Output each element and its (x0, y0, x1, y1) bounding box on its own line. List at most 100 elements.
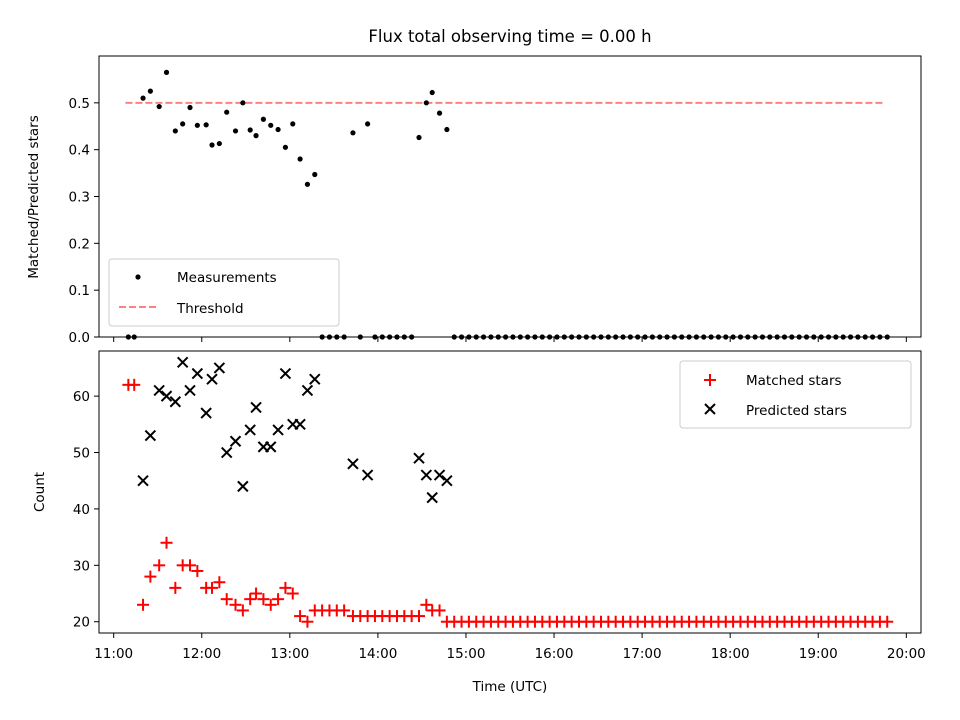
predicted-stroke (309, 373, 321, 385)
predicted-star-marker (279, 367, 292, 380)
legend-threshold-label: Threshold (176, 301, 244, 317)
legend-matched-marker (704, 374, 716, 386)
matched-star-marker (420, 598, 433, 611)
predicted-star-marker (191, 367, 204, 380)
bottom-axes-frame (98, 350, 922, 634)
measurement-point (416, 134, 422, 141)
x-tick-label: 13:00 (270, 646, 309, 662)
predicted-stroke (272, 424, 284, 436)
x-tick-label: 17:00 (623, 646, 662, 662)
x-axis-label: Time (UTC) (472, 679, 548, 695)
predicted-stroke (237, 480, 249, 493)
top-y-tick-label: 0.5 (69, 96, 90, 112)
matched-star-marker (301, 615, 314, 628)
legend-measurements-marker (135, 274, 141, 280)
predicted-stroke (160, 390, 173, 402)
top-axes-frame (98, 55, 922, 338)
top-y-axis-label: Matched/Predicted stars (26, 115, 42, 278)
matched-star-marker (144, 570, 157, 583)
bottom-y-tick-label: 60 (73, 389, 90, 405)
matched-star-marker (169, 581, 182, 594)
predicted-stroke (347, 458, 359, 470)
predicted-star-marker (347, 458, 359, 470)
predicted-star-marker (426, 491, 438, 504)
predicted-stroke (441, 475, 453, 487)
top-y-ticks: 0.0 0.1 0.2 0.3 0.4 0.5 (69, 96, 99, 346)
top-legend: Measurements Threshold (108, 258, 340, 327)
predicted-stroke (176, 356, 189, 368)
predicted-star-marker (361, 469, 374, 481)
predicted-stroke (137, 475, 149, 487)
matched-star-marker (244, 593, 257, 606)
measurement-point (436, 110, 443, 116)
matched-star-marker (184, 559, 197, 572)
measurement-point (172, 128, 178, 134)
measurement-point (232, 128, 239, 134)
matched-star-marker (206, 581, 219, 594)
measurement-point (275, 126, 281, 133)
matched-star-marker (257, 593, 270, 606)
measurement-point (216, 140, 222, 147)
predicted-star-marker (272, 424, 284, 436)
bottom-y-axis-label: Count (32, 472, 48, 512)
measurement-point (444, 126, 450, 133)
predicted-star-marker (250, 401, 262, 414)
predicted-star-marker (237, 480, 249, 493)
bottom-legend: Matched stars Predicted stars (679, 360, 912, 429)
predicted-stroke (184, 384, 196, 397)
predicted-star-marker (441, 475, 453, 487)
measurement-point (365, 121, 371, 127)
predicted-star-marker (160, 390, 173, 402)
predicted-star-marker (301, 384, 314, 397)
predicted-star-marker (420, 469, 433, 481)
matched-star-marker (220, 593, 233, 606)
predicted-star-marker (265, 441, 277, 453)
measurement-point (282, 144, 289, 150)
predicted-star-marker (184, 384, 196, 397)
bottom-x-ticks: 11:00 12:00 13:00 14:00 15:00 16:00 17:00 18:00… (94, 633, 926, 662)
predicted-stroke (169, 396, 182, 408)
predicted-stroke (265, 441, 277, 453)
predicted-stroke (250, 401, 262, 414)
predicted-stroke (244, 424, 256, 436)
measurement-point (156, 103, 162, 110)
bottom-legend-box (679, 360, 912, 429)
predicted-stroke (213, 362, 226, 374)
matched-star-marker (272, 593, 285, 606)
measurement-point (429, 89, 435, 96)
legend-measurements-label: Measurements (177, 270, 277, 286)
top-y-tick-label: 0.1 (69, 283, 90, 299)
predicted-stroke (220, 446, 233, 459)
measurement-point (290, 121, 296, 127)
measurement-point (209, 142, 215, 148)
measurement-point (203, 122, 209, 128)
predicted-star-marker (206, 373, 218, 385)
predicted-stroke (144, 429, 157, 442)
matched-star-marker (191, 564, 204, 577)
matched-star-marker (279, 581, 292, 594)
predicted-star-marker (137, 475, 149, 487)
top-legend-box (108, 258, 340, 327)
predicted-stroke (200, 407, 212, 419)
matched-star-marker (213, 576, 226, 589)
measurement-point (304, 181, 311, 187)
predicted-stroke (420, 469, 433, 481)
measurement-point (140, 95, 146, 101)
measurement-point (350, 130, 356, 136)
bottom-y-tick-label: 30 (73, 558, 90, 574)
matched-star-marker (264, 598, 277, 611)
measurement-point (260, 116, 266, 122)
x-tick-label: 18:00 (711, 646, 750, 662)
bottom-y-ticks: 20 30 40 50 60 (73, 389, 99, 631)
predicted-star-marker (213, 362, 226, 374)
chart-title: Flux total observing time = 0.00 h (368, 27, 651, 46)
predicted-stroke (433, 469, 446, 481)
bottom-y-tick-label: 40 (73, 502, 90, 518)
top-panel: 0.0 0.1 0.2 0.3 0.4 0.5 Matched/Predicted sta… (26, 55, 922, 346)
predicted-star-marker (200, 407, 212, 419)
measurement-point (423, 100, 429, 106)
top-y-tick-label: 0.3 (69, 190, 90, 206)
predicted-stroke (413, 452, 425, 464)
top-y-tick-label: 0.4 (69, 143, 90, 159)
measurement-point (163, 69, 170, 75)
